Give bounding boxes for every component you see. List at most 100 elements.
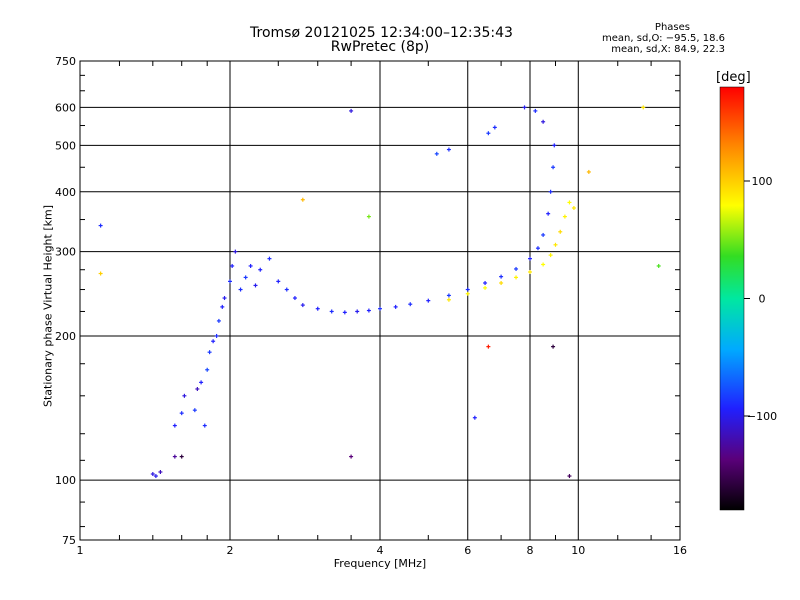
o-mode-point — [408, 302, 413, 307]
o-mode-point — [150, 472, 155, 477]
y-tick-label: 100 — [55, 474, 76, 487]
x-tick-label: 4 — [377, 544, 384, 557]
x-mode-point — [300, 197, 305, 202]
o-mode-point — [434, 151, 439, 156]
x-mode-point — [567, 200, 572, 205]
o-mode-point — [492, 125, 497, 130]
o-mode-point — [300, 303, 305, 308]
x-tick-label: 1 — [77, 544, 84, 557]
x-tick-label: 8 — [527, 544, 534, 557]
o-mode-point — [172, 423, 177, 428]
o-mode-point — [514, 266, 519, 271]
x-mode-point — [641, 105, 646, 110]
o-mode-point — [182, 393, 187, 398]
o-mode-point — [349, 108, 354, 113]
o-mode-point — [548, 189, 553, 194]
data-points — [98, 105, 661, 479]
o-mode-point — [153, 474, 158, 479]
axis-ticks — [80, 61, 680, 540]
o-mode-point — [378, 306, 382, 311]
o-mode-point — [426, 298, 431, 303]
x-mode-point — [548, 253, 553, 258]
x-mode-point — [499, 280, 504, 285]
colorbar-ticks: 100 0 −100 — [744, 175, 777, 423]
grid-lines — [80, 61, 680, 540]
colorbar — [719, 86, 745, 511]
o-mode-point — [541, 232, 546, 237]
o-mode-point — [486, 131, 491, 136]
o-mode-point — [446, 293, 451, 298]
o-mode-point — [248, 263, 253, 268]
y-tick-label: 600 — [55, 101, 76, 114]
o-mode-point — [179, 454, 184, 459]
x-mode-point — [551, 344, 556, 349]
x-mode-point — [446, 297, 451, 302]
o-mode-point — [393, 304, 398, 309]
colorbar-unit-label: [deg] — [716, 70, 751, 85]
o-mode-point — [202, 423, 207, 428]
x-mode-point — [558, 229, 563, 234]
o-mode-point — [214, 333, 219, 338]
o-mode-point — [472, 415, 477, 420]
o-mode-stats: mean, sd,O: −95.5, 18.6 — [602, 33, 725, 44]
o-mode-point — [220, 304, 225, 309]
o-mode-point — [199, 380, 204, 385]
y-tick-label: 300 — [55, 246, 76, 259]
o-mode-point — [211, 339, 216, 344]
o-mode-point — [172, 454, 177, 459]
x-tick-label: 10 — [571, 544, 585, 557]
o-mode-point — [233, 249, 238, 254]
o-mode-point — [522, 105, 527, 110]
o-mode-point — [216, 318, 221, 323]
plot-frame — [79, 60, 681, 541]
colorbar-tick-label: 0 — [759, 293, 766, 306]
o-mode-point — [179, 411, 184, 416]
o-mode-point — [253, 283, 258, 288]
o-mode-point — [499, 274, 504, 279]
o-mode-point — [192, 408, 197, 413]
o-mode-point — [342, 310, 347, 315]
x-mode-point — [366, 214, 371, 219]
x-mode-point — [586, 169, 591, 174]
x-tick-label: 2 — [227, 544, 234, 557]
o-mode-point — [483, 280, 488, 285]
phases-heading: Phases — [654, 22, 690, 33]
x-mode-point — [571, 205, 576, 210]
o-mode-point — [355, 309, 360, 314]
o-mode-point — [284, 287, 289, 292]
o-mode-point — [276, 279, 281, 284]
o-mode-point — [552, 143, 557, 148]
o-mode-point — [567, 474, 572, 479]
x-mode-point — [562, 214, 567, 219]
o-mode-point — [228, 279, 232, 284]
o-mode-point — [446, 147, 451, 152]
x-mode-point — [528, 269, 532, 274]
x-mode-stats: mean, sd,X: 84.9, 22.3 — [611, 44, 725, 55]
y-axis-label: Stationary phase Virtual Height [km] — [41, 204, 55, 408]
o-mode-point — [205, 367, 210, 372]
o-mode-point — [207, 350, 212, 355]
colorbar-tick-label: −100 — [747, 410, 777, 423]
y-tick-label: 500 — [55, 139, 76, 152]
colorbar-tick-label: 100 — [752, 175, 773, 188]
o-mode-point — [551, 165, 556, 170]
y-tick-label: 400 — [55, 186, 76, 199]
o-mode-point — [349, 454, 354, 459]
o-mode-point — [541, 119, 546, 124]
tick-labels: 1 2 4 6 8 10 16 75 100 200 300 400 500 600 750 — [55, 55, 687, 557]
y-tick-label: 200 — [55, 330, 76, 343]
chart-title: Tromsø 20121025 12:34:00–12:35:43 — [250, 25, 513, 41]
x-mode-point — [656, 263, 661, 268]
o-mode-point — [366, 308, 371, 313]
x-mode-point — [483, 285, 488, 290]
y-tick-label: 75 — [62, 534, 76, 547]
x-mode-point — [553, 242, 558, 247]
o-mode-point — [315, 306, 320, 311]
o-mode-point — [546, 211, 551, 216]
chart-subtitle: RwPretec (8p) — [330, 39, 430, 55]
o-mode-point — [238, 287, 243, 292]
o-mode-point — [230, 263, 235, 268]
x-mode-point — [98, 271, 103, 276]
x-mode-point — [486, 344, 491, 349]
